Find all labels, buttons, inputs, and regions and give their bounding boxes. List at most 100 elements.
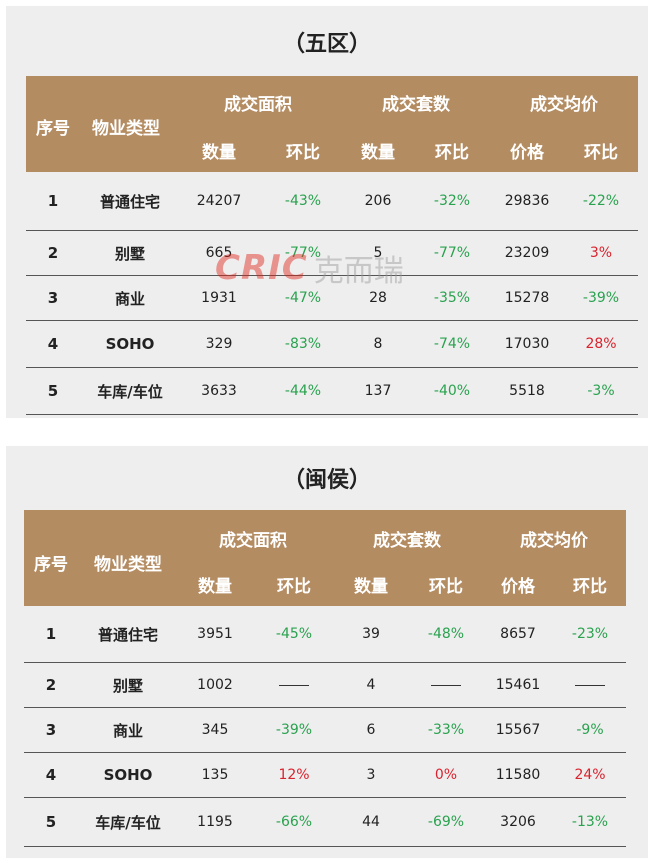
header-group-units: 成交套数 [373,531,441,551]
cell-units: 6 [366,722,376,738]
cell-units: 137 [364,383,392,399]
header-price-mom: 环比 [584,143,618,163]
cell-price: 11580 [495,767,541,783]
cell-area-mom: -77% [284,245,322,261]
cell-price-mom: -39% [582,290,620,306]
header-area-mom: 环比 [286,143,320,163]
table-row: 4 SOHO 329 -83% 8 -74% 17030 28% [26,321,638,368]
cell-units-mom: -33% [427,722,465,738]
cell-units-mom: -35% [433,290,471,306]
header-units-qty: 数量 [354,577,388,597]
cell-area-mom: -44% [284,383,322,399]
cell-seq: 3 [45,721,57,739]
cell-type: 商业 [112,721,143,740]
cell-price-mom: -9% [576,722,604,738]
cell-area-mom: -66% [275,814,313,830]
cell-price-mom: -13% [571,814,609,830]
cell-price: 3206 [500,814,536,830]
table-row: 1 普通住宅 3951 -45% 39 -48% 8657 -23% [24,606,626,663]
cell-units-mom: -40% [433,383,471,399]
cell-price: 8657 [500,626,536,642]
table-title: （闽侯） [282,468,371,493]
header-seq: 序号 [34,555,68,575]
header-type: 物业类型 [92,119,160,139]
cell-units-mom: -69% [427,814,465,830]
header-group-units: 成交套数 [382,95,450,115]
cell-type: 车库/车位 [95,813,161,832]
table-row: 5 车库/车位 1195 -66% 44 -69% 3206 -13% [24,798,626,847]
cell-area: 24207 [196,193,242,209]
dash-line [575,684,605,686]
cell-price-mom: 28% [585,336,617,352]
cell-type: SOHO [105,335,155,353]
header-units-qty: 数量 [361,143,395,163]
cell-seq: 3 [47,289,59,307]
cell-type: 普通住宅 [97,625,158,644]
cell-units: 206 [364,193,392,209]
cell-price-mom-dash [554,663,626,707]
cell-area-mom-dash [256,663,332,707]
cell-price-mom: -22% [582,193,620,209]
cell-area-mom: 12% [278,767,310,783]
header-group-area: 成交面积 [224,95,292,115]
cell-units: 44 [362,814,380,830]
cell-type: SOHO [103,766,153,784]
cell-units-mom: -32% [433,193,471,209]
header-type: 物业类型 [94,555,162,575]
dash-line [431,684,461,686]
header-seq: 序号 [36,119,70,139]
cell-area: 1195 [197,814,233,830]
cell-area: 135 [201,767,229,783]
cell-area: 1931 [201,290,237,306]
table-panel-minhou: （闽侯） 序号 物业类型 成交面积 成交套数 成交均价 数量 环比 数量 环比 … [6,446,648,858]
cell-price: 15567 [495,722,541,738]
cell-type: 别墅 [114,244,145,263]
cell-price: 5518 [509,383,545,399]
table-header: 序号 物业类型 成交面积 成交套数 成交均价 数量 环比 数量 环比 价格 环比 [24,510,626,606]
header-area-qty: 数量 [198,577,232,597]
cell-units-mom: -77% [433,245,471,261]
table-row: 4 SOHO 135 12% 3 0% 11580 24% [24,753,626,798]
cell-price: 29836 [504,193,550,209]
table-row: 2 别墅 665 -77% 5 -77% 23209 3% [26,231,638,276]
cell-units: 3 [366,767,376,783]
cell-seq: 4 [45,766,57,784]
cell-area-mom: -43% [284,193,322,209]
table-row: 1 普通住宅 24207 -43% 206 -32% 29836 -22% [26,172,638,231]
cell-price-mom: 24% [574,767,606,783]
cell-units: 5 [373,245,383,261]
cell-seq: 1 [45,625,57,643]
cell-price: 15278 [504,290,550,306]
cell-seq: 2 [45,676,57,694]
table-row: 3 商业 1931 -47% 28 -35% 15278 -39% [26,276,638,321]
cell-units: 39 [362,626,380,642]
cell-price-mom: 3% [589,245,613,261]
header-group-price: 成交均价 [530,95,598,115]
table-panel-wuqu: （五区） 序号 物业类型 成交面积 成交套数 成交均价 数量 环比 数量 环比 … [6,6,648,418]
cell-price-mom: -3% [587,383,615,399]
header-units-mom: 环比 [435,143,469,163]
header-group-area: 成交面积 [219,531,287,551]
cell-type: 普通住宅 [99,192,160,211]
table-row: 2 别墅 1002 4 15461 [24,663,626,708]
cell-price: 23209 [504,245,550,261]
cell-area: 665 [205,245,233,261]
cell-units-mom: -74% [433,336,471,352]
cell-price-mom: -23% [571,626,609,642]
cell-area-mom: -39% [275,722,313,738]
cell-type: 别墅 [112,676,143,695]
cell-units: 8 [373,336,383,352]
header-units-mom: 环比 [429,577,463,597]
table-row: 3 商业 345 -39% 6 -33% 15567 -9% [24,708,626,753]
cell-type: 商业 [114,289,145,308]
header-area-mom: 环比 [277,577,311,597]
cell-seq: 4 [47,335,59,353]
cell-area: 3951 [197,626,233,642]
cell-area: 3633 [201,383,237,399]
cell-seq: 5 [45,813,57,831]
header-group-price: 成交均价 [520,531,588,551]
cell-units-mom-dash [410,663,482,707]
table-title: （五区） [282,32,371,57]
cell-area: 345 [201,722,229,738]
cell-area-mom: -45% [275,626,313,642]
